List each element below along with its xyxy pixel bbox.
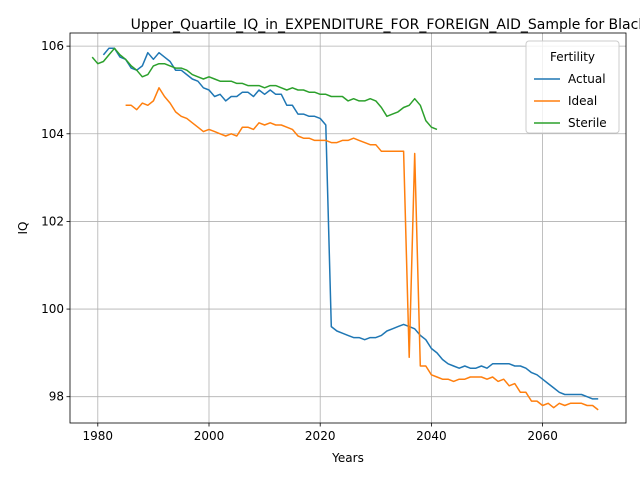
legend-label-ideal: Ideal — [568, 94, 597, 108]
y-tick-label: 98 — [49, 390, 64, 404]
legend-title: Fertility — [550, 50, 595, 64]
x-axis-label: Years — [331, 451, 364, 465]
legend: Fertility Actual Ideal Sterile — [525, 40, 620, 134]
x-tick-label: 2020 — [305, 429, 336, 443]
legend-label-sterile: Sterile — [568, 116, 607, 130]
legend-label-actual: Actual — [568, 72, 606, 86]
series-lines — [91, 47, 599, 411]
y-tick-label: 104 — [41, 127, 64, 141]
plot-frame — [69, 32, 627, 424]
series-line-sterile — [91, 47, 438, 131]
series-line-ideal — [125, 87, 599, 411]
x-tick-label: 1980 — [83, 429, 114, 443]
y-axis-label: IQ — [16, 222, 30, 235]
legend-box — [525, 40, 620, 134]
x-tick-label: 2000 — [194, 429, 225, 443]
x-tick-label: 2040 — [416, 429, 447, 443]
x-tick-label: 2060 — [527, 429, 558, 443]
chart-title: Upper_Quartile_IQ_in_EXPENDITURE_FOR_FOR… — [131, 17, 640, 33]
axis-ticks: 1980 2000 2020 2040 2060 98 100 102 104 106 — [41, 39, 558, 443]
y-tick-label: 102 — [41, 214, 64, 228]
y-tick-label: 100 — [41, 302, 64, 316]
y-tick-label: 106 — [41, 39, 64, 53]
series-line-actual — [102, 47, 599, 400]
